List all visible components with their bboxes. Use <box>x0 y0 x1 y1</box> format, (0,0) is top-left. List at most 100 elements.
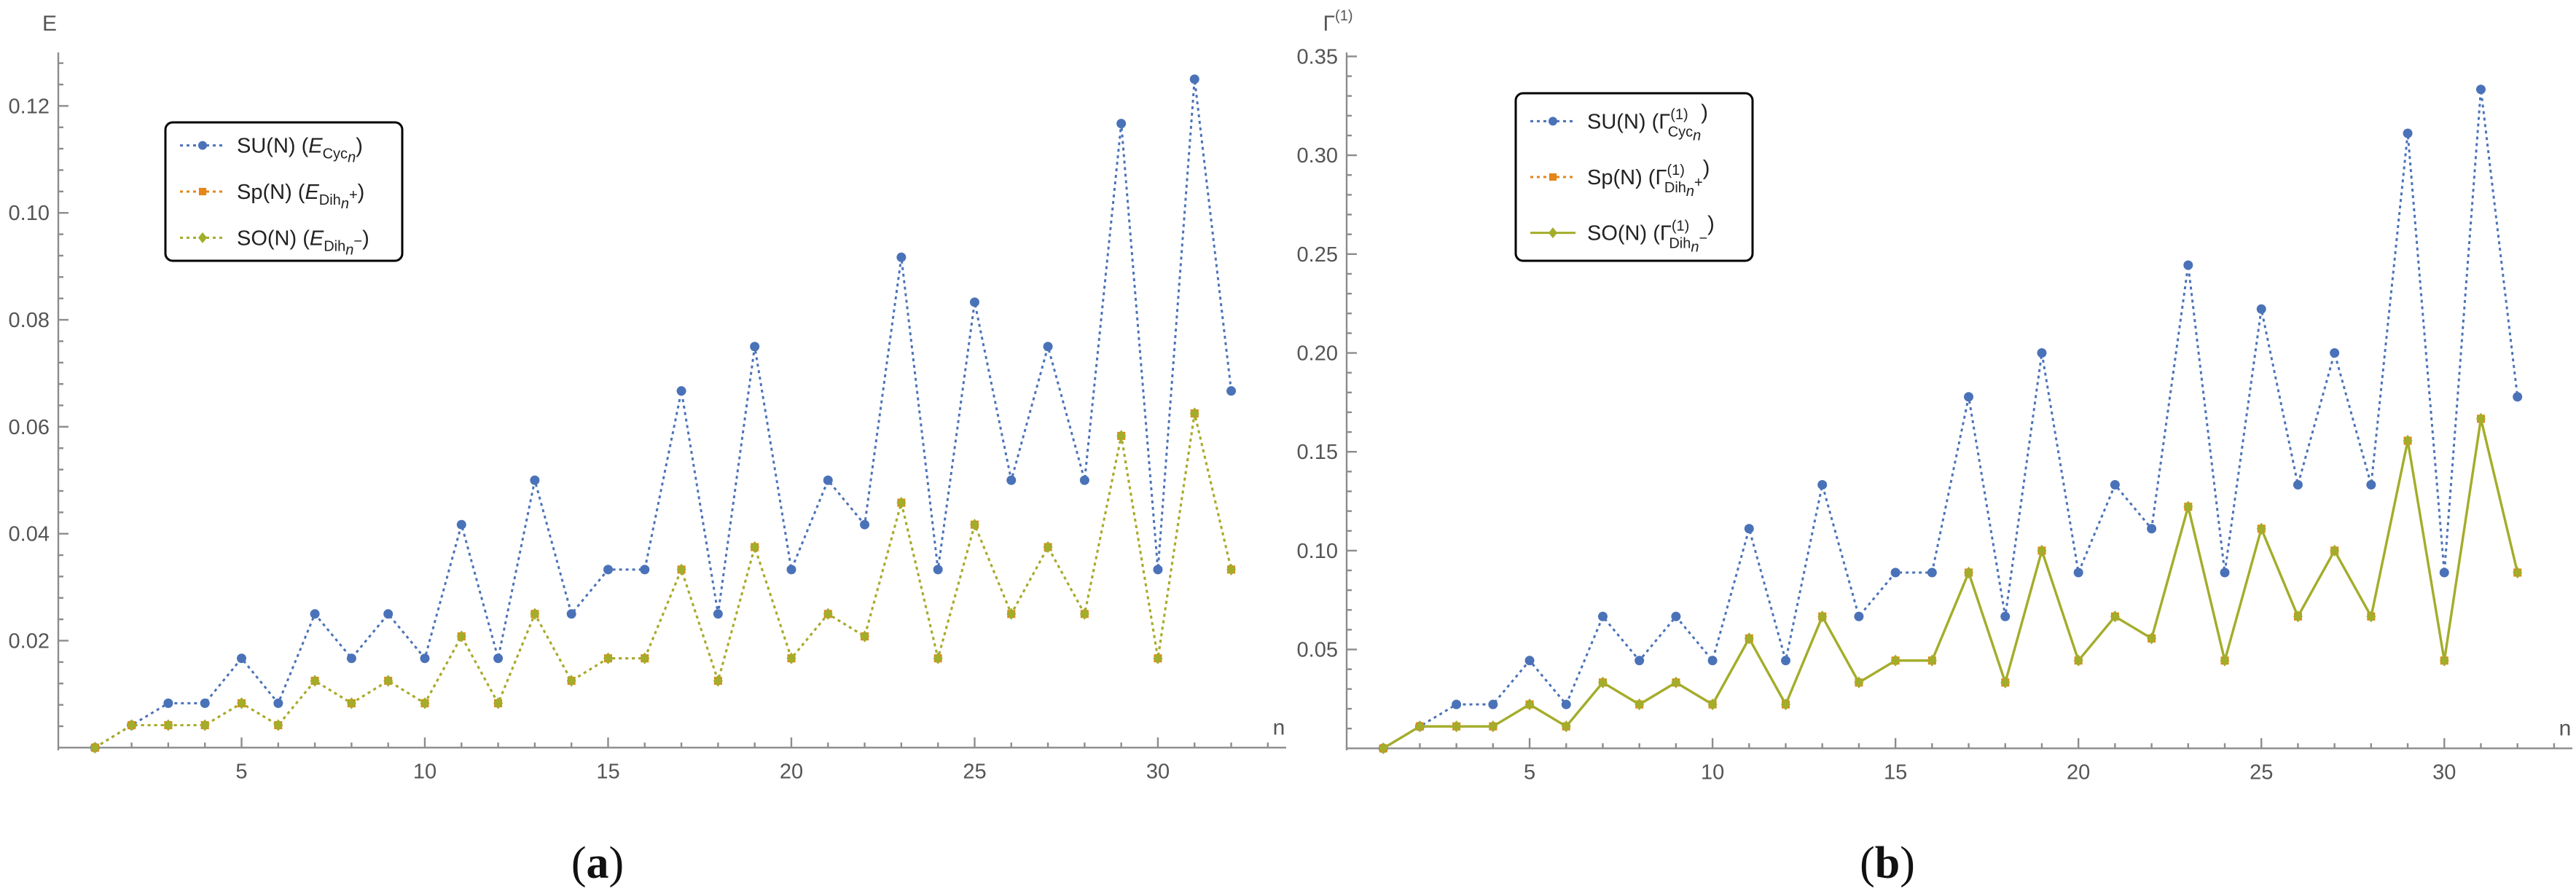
x-tick-label: 20 <box>2067 761 2090 784</box>
data-point <box>676 386 686 396</box>
data-point <box>1079 608 1089 620</box>
data-point <box>1524 698 1535 711</box>
data-point <box>2439 654 2449 667</box>
data-point <box>1189 407 1199 420</box>
data-point <box>896 496 907 509</box>
legend-label: SO(N) (Γ(1) Dihn−) <box>1587 213 1715 256</box>
legend: SU(N) (Γ(1) Cycn) Sp(N) (Γ(1) Dihn+) SO(N) (… <box>1514 92 1754 262</box>
data-point <box>2439 567 2449 578</box>
data-point <box>1597 676 1608 689</box>
data-point <box>750 541 760 554</box>
data-point <box>1153 652 1163 664</box>
data-point <box>2293 610 2303 623</box>
data-point <box>2073 654 2083 667</box>
data-point <box>163 719 173 731</box>
data-point <box>1890 654 1900 667</box>
x-tick-label: 10 <box>413 760 436 783</box>
data-point <box>786 652 796 664</box>
legend-item: Sp(N) (EDihn+) <box>180 181 364 212</box>
data-point <box>1043 541 1053 554</box>
data-point <box>420 697 430 710</box>
data-point <box>1524 656 1535 666</box>
data-point <box>1153 565 1163 575</box>
x-tick-label: 20 <box>780 760 803 783</box>
x-axis-label: n <box>2559 716 2572 740</box>
x-tick-label: 30 <box>1146 760 1170 783</box>
data-point <box>1854 611 1864 621</box>
legend-item: SO(N) (Γ(1) Dihn−) <box>1530 213 1715 256</box>
y-tick-label: 0.35 <box>1297 45 1338 68</box>
panel-a: 5 10 15 20 25 30 0.02 0.04 0.06 0.08 0.10 0.12 En SU(… <box>9 12 1286 888</box>
data-point <box>1671 611 1681 621</box>
data-point <box>1817 480 1828 490</box>
data-point <box>566 675 576 687</box>
series-line <box>1382 88 2519 750</box>
legend: SU(N) (ECycn) Sp(N) (EDihn+) SO(N) (EDihn−… <box>164 121 404 262</box>
legend-label: SO(N) (EDihn−) <box>237 227 369 258</box>
series-line <box>94 412 1233 749</box>
data-point <box>236 697 246 710</box>
data-point <box>1226 563 1237 575</box>
data-point <box>493 653 504 664</box>
data-point <box>1549 173 1557 181</box>
data-point <box>1927 567 1937 578</box>
x-tick-label: 25 <box>963 760 986 783</box>
data-point <box>933 652 943 664</box>
data-point <box>860 519 870 530</box>
x-tick-label: 10 <box>1701 761 1724 784</box>
data-point <box>2220 567 2230 578</box>
data-point <box>2256 304 2266 314</box>
series-so-n- <box>1378 412 2523 755</box>
data-point <box>1006 475 1017 485</box>
panel-caption: (b) <box>1860 838 1915 888</box>
data-point <box>2513 566 2523 579</box>
y-tick-label: 0.20 <box>1297 342 1338 366</box>
data-point <box>1116 430 1127 442</box>
data-point <box>346 697 356 710</box>
data-point <box>420 653 430 664</box>
data-point <box>2293 480 2303 490</box>
y-tick-label: 0.04 <box>9 523 50 546</box>
data-point <box>603 652 613 664</box>
data-point <box>1744 632 1754 645</box>
data-point <box>456 630 466 642</box>
data-point <box>969 519 979 531</box>
data-point <box>1488 720 1498 733</box>
y-tick-label: 0.25 <box>1297 243 1338 267</box>
series-line <box>1382 417 2519 750</box>
data-point <box>2475 412 2486 425</box>
data-point <box>200 698 210 708</box>
data-point <box>1671 676 1681 689</box>
data-point <box>896 252 907 262</box>
data-point <box>310 609 320 619</box>
data-point <box>1189 74 1199 85</box>
data-point <box>640 565 650 575</box>
data-point <box>1226 386 1237 396</box>
data-point <box>1890 567 1900 578</box>
data-point <box>603 565 613 575</box>
data-point <box>1635 698 1645 711</box>
data-point <box>530 608 540 620</box>
data-point <box>2183 260 2193 270</box>
data-point <box>1561 720 1571 733</box>
data-point <box>127 719 137 731</box>
data-point <box>493 697 504 710</box>
series-so-n- <box>90 407 1237 754</box>
y-tick-label: 0.02 <box>9 630 50 653</box>
legend-label: Sp(N) (EDihn+) <box>237 181 364 212</box>
data-point <box>823 608 833 620</box>
x-tick-label: 5 <box>235 760 247 783</box>
data-point <box>2256 522 2266 535</box>
data-point <box>933 565 943 575</box>
data-point <box>2513 392 2523 402</box>
data-point <box>2475 85 2486 95</box>
data-point <box>1744 524 1754 534</box>
data-point <box>273 698 283 708</box>
series-line <box>1382 417 2519 750</box>
y-tick-label: 0.10 <box>1297 540 1338 563</box>
series-sp-n- <box>1379 414 2522 752</box>
data-point <box>1043 342 1053 352</box>
data-point <box>163 698 173 708</box>
y-axis-label: Γ(1) <box>1323 8 1353 36</box>
data-point <box>236 653 246 664</box>
